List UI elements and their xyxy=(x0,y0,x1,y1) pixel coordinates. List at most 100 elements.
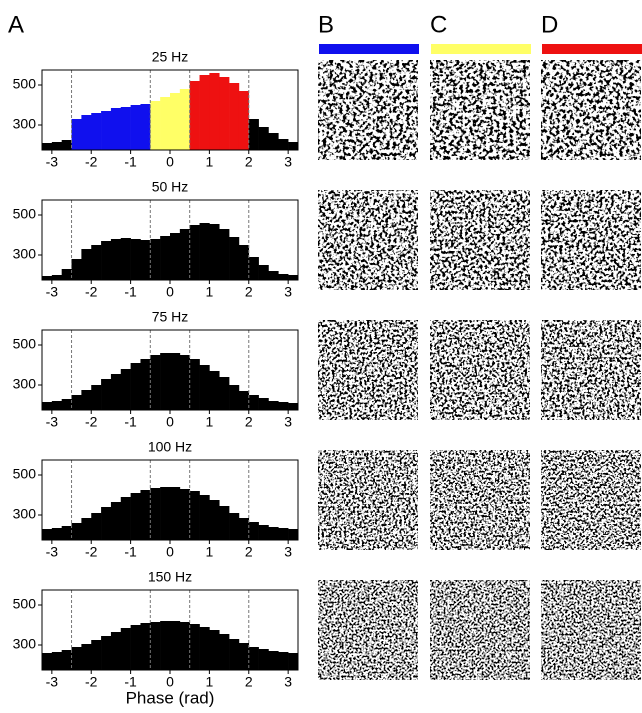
bar xyxy=(209,371,220,410)
bar xyxy=(160,236,171,280)
bar xyxy=(189,359,200,410)
x-tick-label: -2 xyxy=(85,544,98,560)
bar xyxy=(140,359,151,410)
bar xyxy=(258,398,269,410)
bar xyxy=(268,271,279,280)
bar xyxy=(268,401,279,410)
y-tick-label: 300 xyxy=(13,506,37,522)
bar xyxy=(51,652,62,670)
bar xyxy=(288,403,299,410)
bar xyxy=(229,513,240,540)
bar xyxy=(101,241,112,280)
panel-label: D xyxy=(541,11,558,38)
x-tick-label: 0 xyxy=(166,414,174,430)
bar xyxy=(71,259,82,280)
chart-title: 100 Hz xyxy=(148,439,192,455)
noise-image xyxy=(318,580,418,680)
bar xyxy=(258,127,269,150)
bar xyxy=(42,529,53,540)
y-tick-label: 500 xyxy=(13,336,37,352)
bar xyxy=(110,239,122,280)
x-tick-label: 3 xyxy=(284,544,292,560)
condition-bar xyxy=(431,44,531,54)
x-tick-label: -1 xyxy=(124,414,137,430)
chart-title: 150 Hz xyxy=(148,569,192,585)
bar xyxy=(189,81,200,150)
bar xyxy=(278,528,289,540)
x-tick-label: -3 xyxy=(46,284,59,300)
bar xyxy=(209,500,220,540)
bar xyxy=(120,107,131,150)
x-tick-label: 1 xyxy=(205,284,213,300)
bar xyxy=(248,395,259,410)
noise-image xyxy=(541,190,641,290)
bar xyxy=(248,257,259,280)
chart-title: 75 Hz xyxy=(152,309,189,325)
bar xyxy=(61,399,72,410)
bar xyxy=(130,625,141,670)
x-tick-label: -2 xyxy=(85,154,98,170)
noise-image xyxy=(318,60,418,160)
bar xyxy=(199,223,210,280)
noise-image xyxy=(541,450,641,550)
noise-image xyxy=(430,580,530,680)
y-tick-label: 500 xyxy=(13,466,37,482)
bar xyxy=(160,353,171,410)
bar xyxy=(219,377,230,410)
x-tick-label: 3 xyxy=(284,154,292,170)
bar xyxy=(179,229,190,280)
bar xyxy=(160,487,171,540)
bar xyxy=(150,101,161,150)
bar xyxy=(179,355,190,410)
bar xyxy=(238,518,250,540)
x-tick-label: 1 xyxy=(205,544,213,560)
bar xyxy=(42,402,53,410)
bar xyxy=(258,649,269,670)
condition-bar xyxy=(319,44,419,54)
bar xyxy=(189,225,200,280)
bar xyxy=(219,77,230,150)
bar xyxy=(61,650,72,670)
bar xyxy=(101,507,112,540)
bar xyxy=(258,525,269,540)
bar xyxy=(209,224,220,280)
bar xyxy=(51,275,62,280)
x-tick-label: -2 xyxy=(85,414,98,430)
bar xyxy=(170,233,181,280)
noise-image xyxy=(541,60,641,160)
bar xyxy=(229,237,240,280)
noise-image xyxy=(318,320,418,420)
bar xyxy=(199,627,210,670)
bar xyxy=(71,119,82,150)
bar xyxy=(71,647,82,670)
x-tick-label: -1 xyxy=(124,674,137,690)
bar xyxy=(248,647,259,670)
noise-image xyxy=(430,320,530,420)
noise-image xyxy=(541,320,641,420)
x-tick-label: 1 xyxy=(205,414,213,430)
bar xyxy=(278,139,289,150)
bar xyxy=(199,365,210,410)
bar xyxy=(42,143,53,150)
bar xyxy=(219,229,230,280)
bar xyxy=(238,391,250,410)
x-tick-label: -1 xyxy=(124,284,137,300)
bar xyxy=(120,369,131,410)
x-tick-label: 0 xyxy=(166,674,174,690)
x-tick-label: 0 xyxy=(166,544,174,560)
bar xyxy=(130,105,141,150)
bar xyxy=(160,621,171,670)
bar xyxy=(150,622,161,670)
x-tick-label: 3 xyxy=(284,284,292,300)
x-tick-label: 2 xyxy=(245,284,253,300)
chart-title: 25 Hz xyxy=(152,49,189,65)
bar xyxy=(61,269,72,280)
bar xyxy=(199,495,210,540)
x-tick-label: 3 xyxy=(284,414,292,430)
bar xyxy=(110,502,122,540)
x-tick-label: -1 xyxy=(124,154,137,170)
y-tick-label: 500 xyxy=(13,76,37,92)
noise-image xyxy=(430,450,530,550)
bar xyxy=(101,379,112,410)
panel-label: B xyxy=(318,11,334,38)
